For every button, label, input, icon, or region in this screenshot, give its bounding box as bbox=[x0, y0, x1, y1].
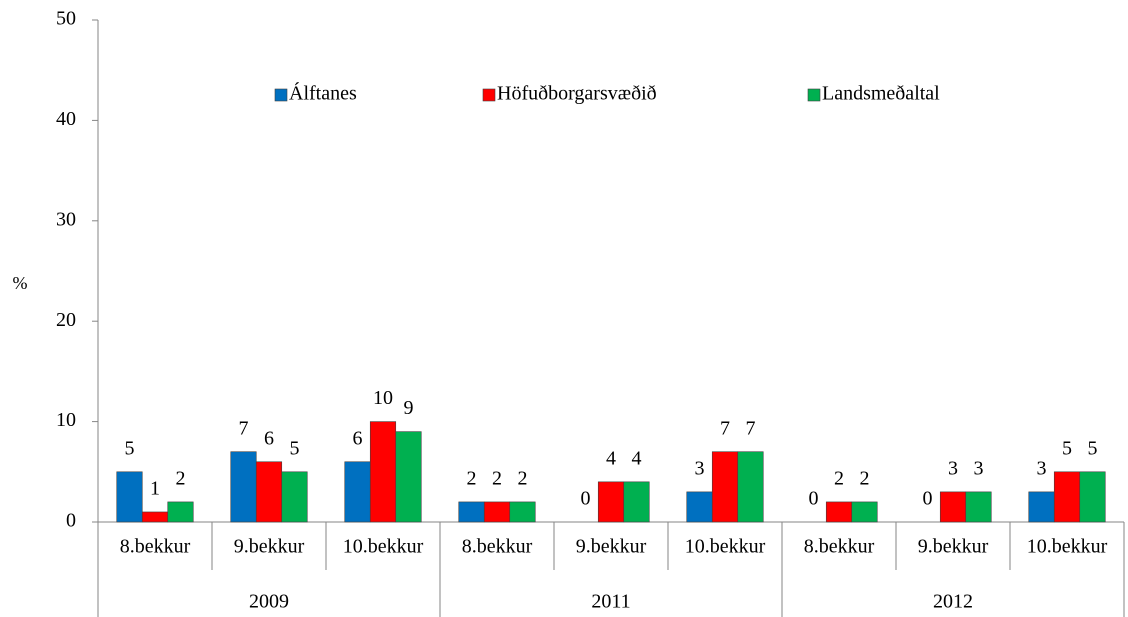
y-tick-label: 30 bbox=[56, 208, 76, 230]
data-label: 7 bbox=[239, 417, 249, 439]
bar bbox=[851, 501, 878, 523]
x-tick-label: 8.bekkur bbox=[120, 536, 191, 558]
data-label: 6 bbox=[264, 427, 274, 449]
category-group-label: 2011 bbox=[591, 591, 630, 613]
data-label: 3 bbox=[948, 457, 958, 479]
x-tick-label: 8.bekkur bbox=[462, 536, 533, 558]
bar bbox=[344, 461, 371, 523]
y-tick-label: 40 bbox=[56, 108, 76, 130]
bar bbox=[369, 421, 397, 523]
x-tick-label: 8.bekkur bbox=[804, 536, 875, 558]
bar bbox=[1053, 471, 1081, 523]
bar bbox=[965, 491, 992, 523]
legend-swatch bbox=[482, 88, 496, 102]
data-label: 4 bbox=[606, 447, 616, 469]
y-tick-label: 0 bbox=[66, 510, 76, 532]
y-tick-label: 20 bbox=[56, 309, 76, 331]
bar bbox=[281, 471, 308, 523]
bar bbox=[167, 501, 194, 523]
data-label: 1 bbox=[150, 478, 160, 500]
bar bbox=[458, 501, 485, 523]
data-label: 5 bbox=[1062, 437, 1072, 459]
bar bbox=[1028, 491, 1055, 523]
bar bbox=[509, 501, 536, 523]
bar bbox=[116, 471, 143, 523]
y-tick-label: 50 bbox=[56, 8, 76, 30]
data-label: 9 bbox=[404, 397, 414, 419]
x-tick-label: 10.bekkur bbox=[685, 536, 766, 558]
bar bbox=[255, 461, 283, 523]
data-label: 2 bbox=[860, 468, 870, 490]
data-label: 0 bbox=[923, 488, 933, 510]
data-label: 3 bbox=[1037, 457, 1047, 479]
data-label: 2 bbox=[492, 468, 502, 490]
legend-swatch bbox=[274, 88, 288, 102]
data-label: 2 bbox=[176, 468, 186, 490]
bar bbox=[395, 431, 422, 523]
legend-label: Álftanes bbox=[289, 82, 357, 105]
data-label: 0 bbox=[809, 488, 819, 510]
x-tick-label: 10.bekkur bbox=[1027, 536, 1108, 558]
bar bbox=[483, 501, 511, 523]
bar bbox=[1079, 471, 1106, 523]
data-label: 2 bbox=[834, 468, 844, 490]
data-label: 5 bbox=[290, 437, 300, 459]
data-label: 7 bbox=[720, 417, 730, 439]
legend-label: Landsmeðaltal bbox=[822, 83, 940, 105]
bar bbox=[597, 481, 625, 523]
y-tick-label: 10 bbox=[56, 409, 76, 431]
bar bbox=[623, 481, 650, 523]
data-label: 5 bbox=[1088, 437, 1098, 459]
data-label: 6 bbox=[353, 427, 363, 449]
data-label: 3 bbox=[695, 457, 705, 479]
x-tick-label: 10.bekkur bbox=[343, 536, 424, 558]
bar bbox=[686, 491, 713, 523]
bar bbox=[711, 451, 739, 523]
x-tick-label: 9.bekkur bbox=[234, 536, 305, 558]
x-tick-label: 9.bekkur bbox=[918, 536, 989, 558]
bar bbox=[825, 501, 853, 523]
category-group-label: 2012 bbox=[933, 591, 973, 613]
legend-label: Höfuðborgarsvæðið bbox=[497, 83, 657, 105]
bar bbox=[141, 511, 169, 523]
bar bbox=[230, 451, 257, 523]
x-tick-label: 9.bekkur bbox=[576, 536, 647, 558]
data-label: 0 bbox=[581, 488, 591, 510]
data-label: 7 bbox=[746, 417, 756, 439]
data-label: 4 bbox=[632, 447, 642, 469]
bar bbox=[939, 491, 967, 523]
data-label: 2 bbox=[518, 468, 528, 490]
data-label: 2 bbox=[467, 468, 477, 490]
category-group-label: 2009 bbox=[249, 591, 289, 613]
data-label: 5 bbox=[125, 437, 135, 459]
data-label: 3 bbox=[974, 457, 984, 479]
bar bbox=[737, 451, 764, 523]
y-axis-label: % bbox=[13, 273, 28, 293]
data-label: 10 bbox=[373, 387, 393, 409]
legend-swatch bbox=[807, 88, 821, 102]
